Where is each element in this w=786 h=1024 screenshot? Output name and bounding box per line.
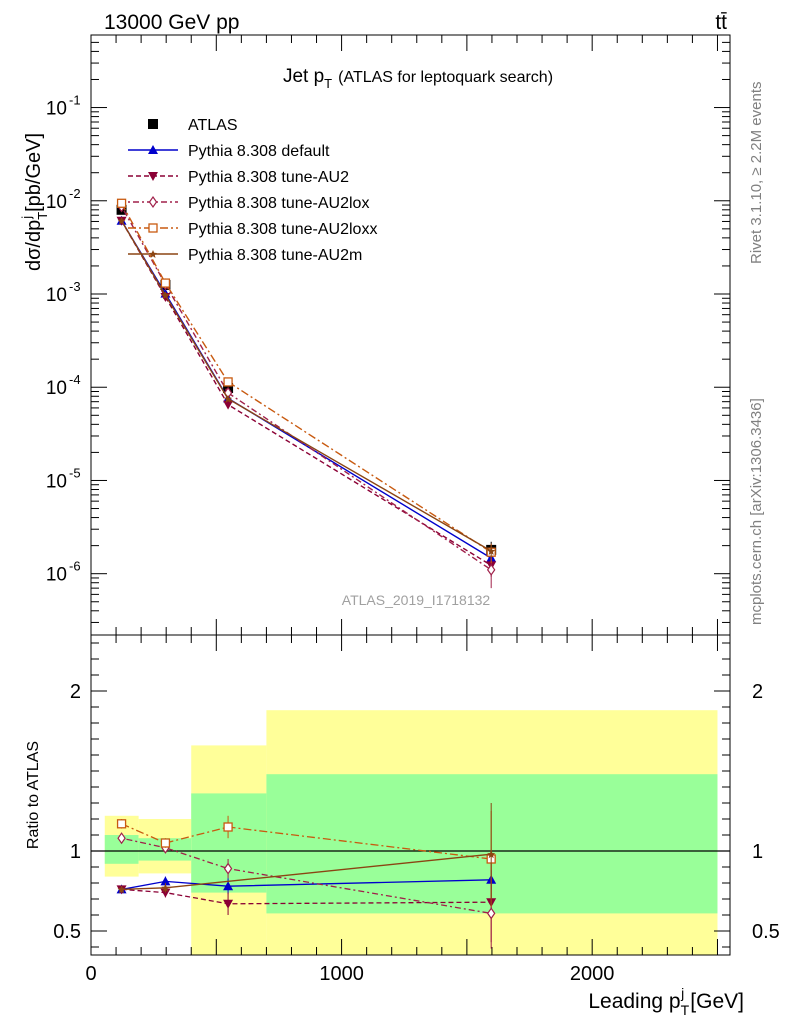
data-point (160, 278, 171, 288)
ratio-line (121, 837, 492, 915)
data-point (223, 400, 234, 410)
ratio-line (121, 879, 492, 891)
ratio-point (223, 862, 233, 875)
ratio-point (116, 819, 127, 829)
ratio-point (487, 850, 496, 859)
legend-label: Pythia 8.308 tune-AU2m (188, 247, 362, 264)
data-point (117, 216, 126, 225)
data-point (223, 377, 233, 387)
y-tick-label: 10 (46, 192, 67, 213)
series-pythia-8-308-default (116, 215, 497, 565)
mcplots-label: mcplots.cern.ch [arXiv:1306.3436] (748, 398, 765, 625)
ratio-point (161, 883, 170, 892)
process-label: tt̄ (715, 11, 727, 34)
legend-marker (148, 172, 158, 181)
analysis-watermark: ATLAS_2019_I1718132 (342, 592, 491, 608)
ratio-point (486, 907, 496, 920)
x-axis-label-text: Leading p (588, 990, 680, 1013)
ratio-y-tick-label: 1 (70, 841, 81, 863)
legend-entry: ATLAS (148, 117, 238, 134)
series-line (120, 206, 492, 571)
ratio-line (121, 888, 492, 905)
y-tick-label: 10 (46, 378, 67, 399)
series-line (120, 220, 492, 552)
ratio-y-label: Ratio to ATLAS (25, 741, 42, 849)
x-tick-label: 1000 (319, 963, 364, 985)
y-tick-label: 10 (46, 565, 67, 586)
series-line (120, 202, 492, 553)
legend-entry: Pythia 8.308 tune-AU2loxx (128, 221, 377, 238)
legend-marker (148, 119, 158, 129)
uncertainty-band-green (266, 774, 718, 914)
y-tick-label: 10 (46, 99, 67, 120)
y-tick-label: 10 (46, 471, 67, 492)
legend-label: Pythia 8.308 tune-AU2lox (188, 195, 369, 212)
ratio-line (121, 823, 492, 860)
rivet-label: Rivet 3.1.10, ≥ 2.2M events (748, 82, 765, 265)
main-y-label-sub: T (35, 212, 50, 220)
x-axis-label-sup: j (680, 985, 684, 1001)
main-y-label-text: dσ/dp (23, 220, 45, 271)
ratio-point (223, 881, 234, 891)
ratio-y-tick-label-right: 1 (752, 841, 763, 863)
main-title-text: Jet p (283, 66, 324, 87)
y-tick-exponent: -5 (69, 465, 81, 480)
y-tick-exponent: -4 (69, 372, 81, 387)
legend-label: Pythia 8.308 tune-AU2loxx (188, 221, 377, 238)
legend-marker (148, 195, 158, 209)
ratio-point (160, 888, 171, 898)
legend-label: Pythia 8.308 tune-AU2 (188, 169, 349, 186)
ratio-point (117, 832, 126, 845)
data-point (224, 394, 233, 403)
series-pythia-8-308-tune-au2 (116, 216, 497, 577)
ratio-y-tick-label: 0.5 (53, 921, 81, 943)
data-point (161, 291, 170, 300)
ratio-point (223, 822, 233, 832)
series-pythia-8-308-tune-au2m (117, 216, 496, 559)
ratio-plot-frame (90, 634, 731, 956)
x-tick-label: 0 (85, 963, 96, 985)
main-title-suffix: (ATLAS for leptoquark search) (338, 69, 553, 86)
legend-marker (148, 223, 158, 233)
ratio-point (117, 885, 126, 894)
ratio-y-tick-label-right: 0.5 (752, 921, 780, 943)
y-tick-exponent: -6 (69, 559, 81, 574)
main-y-label: dσ/dpTj [pb/GeV] (19, 133, 50, 271)
legend-label: Pythia 8.308 default (188, 143, 330, 160)
x-axis-label: Leading pTj [GeV] (588, 985, 744, 1018)
legend-entry: Pythia 8.308 tune-AU2lox (128, 195, 369, 212)
ratio-point (160, 838, 171, 848)
ratio-series-pythia-8-308-tune-au2m (117, 803, 496, 906)
legend-marker (148, 145, 158, 154)
uncertainty-band-green (191, 793, 267, 893)
series-line (120, 220, 492, 559)
main-title-sub: T (324, 76, 332, 91)
data-point (116, 198, 127, 208)
x-axis-label-unit: [GeV] (690, 990, 744, 1013)
ratio-y-tick-label: 2 (70, 681, 81, 703)
legend-entry: Pythia 8.308 tune-AU2 (128, 169, 349, 186)
data-point (487, 547, 496, 556)
y-tick-label: 10 (46, 285, 67, 306)
ratio-y-tick-label-right: 2 (752, 681, 763, 703)
main-y-label-unit: [pb/GeV] (23, 133, 45, 212)
x-axis-label-sub: T (681, 1002, 690, 1018)
data-point (486, 563, 496, 576)
main-title: Jet pT (ATLAS for leptoquark search) (283, 66, 553, 91)
legend-label: ATLAS (188, 117, 238, 134)
legend-marker (149, 250, 157, 258)
y-tick-exponent: -3 (69, 279, 81, 294)
series-line (120, 220, 492, 566)
ratio-point (160, 876, 171, 886)
y-tick-exponent: -1 (69, 93, 81, 108)
energy-label: 13000 GeV pp (104, 11, 239, 34)
legend-entry: Pythia 8.308 tune-AU2m (128, 247, 362, 264)
ratio-point (223, 899, 234, 909)
legend-entry: Pythia 8.308 default (128, 143, 330, 160)
main-y-label-sup: j (19, 216, 34, 220)
x-tick-label: 2000 (570, 963, 615, 985)
y-tick-exponent: -2 (69, 186, 81, 201)
